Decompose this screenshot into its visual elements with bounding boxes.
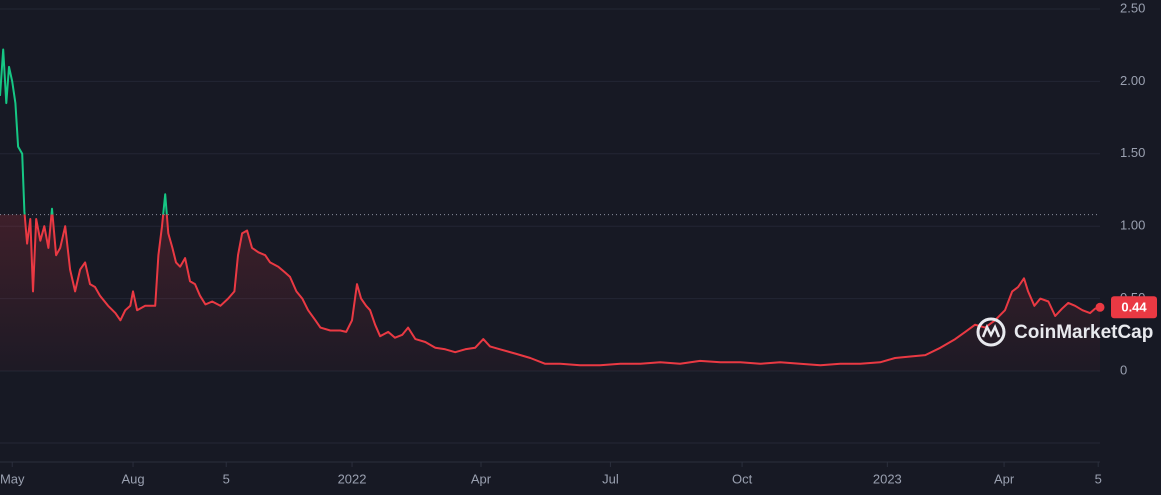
x-tick-label: May — [0, 471, 25, 486]
x-tick-label: Apr — [471, 471, 492, 486]
watermark-logo-mark — [981, 323, 1001, 338]
x-tick-label: 5 — [1095, 471, 1102, 486]
x-tick-label: Oct — [732, 471, 753, 486]
plot — [0, 48, 1105, 371]
x-tick-label: 2023 — [873, 471, 902, 486]
price-line — [0, 48, 1101, 367]
watermark-logo — [976, 317, 1006, 347]
y-tick-label: 0 — [1120, 362, 1127, 377]
x-tick-label: Apr — [994, 471, 1015, 486]
watermark-text: CoinMarketCap — [1014, 322, 1153, 343]
x-tick-label: Aug — [121, 471, 144, 486]
last-price-label: 0.44 — [1121, 300, 1147, 315]
x-tick-label: 5 — [223, 471, 230, 486]
watermark: CoinMarketCap — [976, 317, 1153, 347]
y-tick-label: 1.50 — [1120, 145, 1145, 160]
y-tick-label: 1.00 — [1120, 218, 1145, 233]
y-tick-label: 2.50 — [1120, 0, 1145, 15]
price-area — [0, 214, 1100, 371]
x-tick-label: 2022 — [338, 471, 367, 486]
x-tick-label: Jul — [602, 471, 619, 486]
last-price-box — [1111, 296, 1157, 319]
y-tick-label: 2.00 — [1120, 73, 1145, 88]
axes: 00.501.001.502.002.50MayAug52022AprJulOc… — [0, 0, 1157, 486]
last-point — [1095, 302, 1105, 312]
